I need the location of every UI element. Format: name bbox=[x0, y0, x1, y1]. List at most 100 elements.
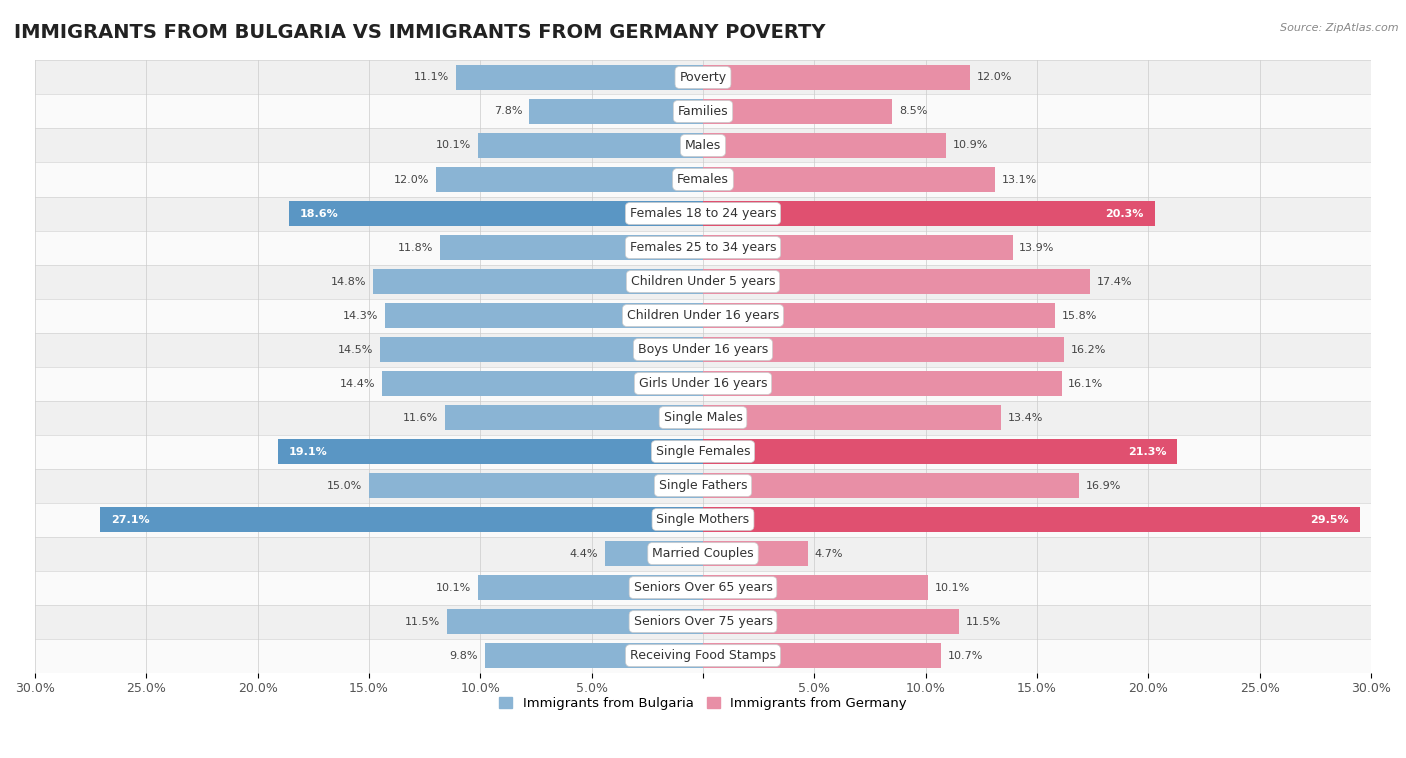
Bar bbox=[35, 537, 1371, 571]
Bar bbox=[368, 473, 703, 498]
Bar bbox=[529, 99, 703, 124]
Text: 15.0%: 15.0% bbox=[328, 481, 363, 490]
Text: 13.9%: 13.9% bbox=[1019, 243, 1054, 252]
Bar bbox=[703, 99, 893, 124]
Text: 19.1%: 19.1% bbox=[288, 446, 328, 456]
Bar bbox=[703, 371, 1062, 396]
Text: Children Under 5 years: Children Under 5 years bbox=[631, 275, 775, 288]
Bar bbox=[35, 162, 1371, 196]
Bar bbox=[478, 575, 703, 600]
Text: Seniors Over 65 years: Seniors Over 65 years bbox=[634, 581, 772, 594]
Legend: Immigrants from Bulgaria, Immigrants from Germany: Immigrants from Bulgaria, Immigrants fro… bbox=[494, 691, 912, 715]
Bar bbox=[703, 575, 928, 600]
Bar bbox=[35, 230, 1371, 265]
Bar bbox=[35, 367, 1371, 400]
Text: 11.6%: 11.6% bbox=[402, 412, 439, 422]
Bar bbox=[35, 605, 1371, 638]
Text: 14.5%: 14.5% bbox=[337, 345, 374, 355]
Bar bbox=[703, 202, 1156, 226]
Bar bbox=[35, 129, 1371, 162]
Text: 14.4%: 14.4% bbox=[340, 378, 375, 389]
Bar bbox=[436, 168, 703, 192]
Text: 10.1%: 10.1% bbox=[935, 583, 970, 593]
Bar bbox=[703, 133, 946, 158]
Bar bbox=[35, 265, 1371, 299]
Bar bbox=[35, 638, 1371, 672]
Bar bbox=[35, 400, 1371, 434]
Bar bbox=[385, 303, 703, 327]
Bar bbox=[35, 571, 1371, 605]
Text: 11.1%: 11.1% bbox=[413, 73, 449, 83]
Text: Females 25 to 34 years: Females 25 to 34 years bbox=[630, 241, 776, 254]
Text: 15.8%: 15.8% bbox=[1062, 311, 1097, 321]
Bar bbox=[447, 609, 703, 634]
Text: 14.8%: 14.8% bbox=[332, 277, 367, 287]
Bar bbox=[703, 235, 1012, 260]
Bar bbox=[440, 235, 703, 260]
Text: 11.5%: 11.5% bbox=[405, 616, 440, 627]
Bar bbox=[703, 473, 1080, 498]
Bar bbox=[277, 440, 703, 464]
Text: 11.8%: 11.8% bbox=[398, 243, 433, 252]
Text: Females 18 to 24 years: Females 18 to 24 years bbox=[630, 207, 776, 220]
Text: Single Mothers: Single Mothers bbox=[657, 513, 749, 526]
Bar bbox=[35, 95, 1371, 129]
Text: 12.0%: 12.0% bbox=[977, 73, 1012, 83]
Bar bbox=[703, 269, 1091, 294]
Bar bbox=[35, 434, 1371, 468]
Bar bbox=[703, 541, 807, 565]
Text: 16.9%: 16.9% bbox=[1085, 481, 1122, 490]
Bar bbox=[35, 333, 1371, 367]
Bar bbox=[374, 269, 703, 294]
Bar bbox=[703, 644, 941, 668]
Text: 7.8%: 7.8% bbox=[494, 106, 523, 117]
Text: 10.1%: 10.1% bbox=[436, 583, 471, 593]
Text: 21.3%: 21.3% bbox=[1128, 446, 1166, 456]
Bar bbox=[703, 406, 1001, 430]
Text: 12.0%: 12.0% bbox=[394, 174, 429, 184]
Bar bbox=[35, 299, 1371, 333]
Bar bbox=[703, 168, 994, 192]
Bar bbox=[380, 337, 703, 362]
Text: 16.2%: 16.2% bbox=[1070, 345, 1105, 355]
Text: 10.9%: 10.9% bbox=[952, 140, 988, 151]
Text: 4.4%: 4.4% bbox=[569, 549, 599, 559]
Text: Poverty: Poverty bbox=[679, 71, 727, 84]
Bar bbox=[288, 202, 703, 226]
Text: Males: Males bbox=[685, 139, 721, 152]
Bar bbox=[703, 65, 970, 89]
Text: Source: ZipAtlas.com: Source: ZipAtlas.com bbox=[1281, 23, 1399, 33]
Bar bbox=[703, 440, 1177, 464]
Text: 29.5%: 29.5% bbox=[1310, 515, 1348, 525]
Text: 20.3%: 20.3% bbox=[1105, 208, 1144, 218]
Bar bbox=[478, 133, 703, 158]
Bar bbox=[605, 541, 703, 565]
Text: Single Fathers: Single Fathers bbox=[659, 479, 747, 492]
Bar bbox=[382, 371, 703, 396]
Bar bbox=[35, 468, 1371, 503]
Text: 13.1%: 13.1% bbox=[1001, 174, 1036, 184]
Text: 18.6%: 18.6% bbox=[299, 208, 339, 218]
Bar bbox=[456, 65, 703, 89]
Text: Girls Under 16 years: Girls Under 16 years bbox=[638, 377, 768, 390]
Text: 4.7%: 4.7% bbox=[814, 549, 842, 559]
Text: IMMIGRANTS FROM BULGARIA VS IMMIGRANTS FROM GERMANY POVERTY: IMMIGRANTS FROM BULGARIA VS IMMIGRANTS F… bbox=[14, 23, 825, 42]
Text: 9.8%: 9.8% bbox=[450, 650, 478, 660]
Text: Seniors Over 75 years: Seniors Over 75 years bbox=[634, 615, 772, 628]
Text: 27.1%: 27.1% bbox=[111, 515, 149, 525]
Bar bbox=[703, 507, 1360, 532]
Bar bbox=[100, 507, 703, 532]
Text: Single Males: Single Males bbox=[664, 411, 742, 424]
Bar bbox=[35, 61, 1371, 95]
Bar bbox=[703, 337, 1064, 362]
Text: Families: Families bbox=[678, 105, 728, 118]
Text: 17.4%: 17.4% bbox=[1097, 277, 1133, 287]
Text: Married Couples: Married Couples bbox=[652, 547, 754, 560]
Bar bbox=[703, 609, 959, 634]
Bar bbox=[35, 196, 1371, 230]
Text: Single Females: Single Females bbox=[655, 445, 751, 458]
Text: Children Under 16 years: Children Under 16 years bbox=[627, 309, 779, 322]
Text: Females: Females bbox=[678, 173, 728, 186]
Text: 10.7%: 10.7% bbox=[948, 650, 983, 660]
Text: 16.1%: 16.1% bbox=[1069, 378, 1104, 389]
